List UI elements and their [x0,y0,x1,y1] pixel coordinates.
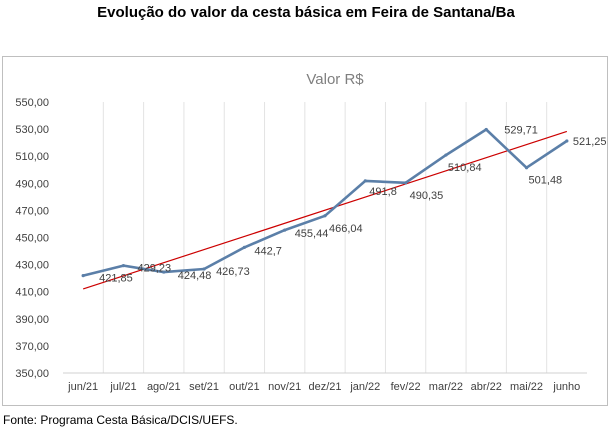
data-point [484,127,488,132]
data-label: 466,04 [329,223,363,235]
x-tick-label: jan/22 [349,381,380,393]
x-tick-label: mar/22 [429,381,463,393]
data-label: 424,48 [178,270,212,282]
data-point [162,270,166,274]
data-point [81,274,85,278]
data-label: 455,44 [295,228,329,240]
data-point [363,179,367,183]
y-tick-label: 410,00 [15,287,49,299]
data-label: 510,84 [448,162,482,174]
data-label: 429,23 [137,263,171,275]
x-tick-label: ago/21 [147,381,181,393]
data-label: 421,85 [99,273,133,285]
page-title: Evolução do valor da cesta básica em Fei… [97,4,515,21]
x-tick-label: jun/21 [67,381,98,393]
data-point [404,181,408,185]
x-tick-label: fev/22 [391,381,421,393]
data-label: 529,71 [504,124,538,136]
y-tick-label: 370,00 [15,341,49,353]
y-tick-label: 510,00 [15,151,49,163]
y-tick-label: 530,00 [15,124,49,136]
y-tick-label: 490,00 [15,178,49,190]
source-note: Fonte: Programa Cesta Básica/DCIS/UEFS. [3,413,238,427]
data-label: 490,35 [410,190,444,202]
data-point [444,153,448,157]
data-point [242,245,246,249]
data-point [524,166,529,170]
x-tick-label: mai/22 [510,381,543,393]
x-tick-label: nov/21 [268,381,301,393]
data-label: 426,73 [216,266,250,278]
y-tick-label: 550,00 [15,97,49,109]
data-point [121,264,126,268]
x-tick-label: dez/21 [308,381,341,393]
data-point [202,267,206,271]
y-tick-label: 350,00 [15,368,49,380]
series-line [82,128,568,277]
data-point [323,214,327,218]
x-tick-label: jul/21 [109,381,136,393]
x-tick-label: junho [552,381,580,393]
y-tick-label: 390,00 [15,314,49,326]
x-tick-label: set/21 [189,381,219,393]
data-label: 442,7 [254,245,282,257]
data-point [565,139,569,143]
data-label: 521,25 [573,136,607,148]
chart-area: Valor R$ 350,00 370,00 390,00 410,00 430,00 45… [2,56,608,406]
trendline [82,130,568,290]
x-tick-label: out/21 [229,381,260,393]
y-tick-label: 470,00 [15,205,49,217]
y-tick-label: 430,00 [15,260,49,272]
y-tick-label: 450,00 [15,233,49,245]
x-tick-label: abr/22 [471,381,502,393]
data-point [283,228,287,232]
data-label: 491,8 [369,186,397,198]
line-chart: Valor R$ 350,00 370,00 390,00 410,00 430,00 45… [15,71,607,393]
chart-title: Valor R$ [306,71,364,88]
data-label: 501,48 [529,175,563,187]
